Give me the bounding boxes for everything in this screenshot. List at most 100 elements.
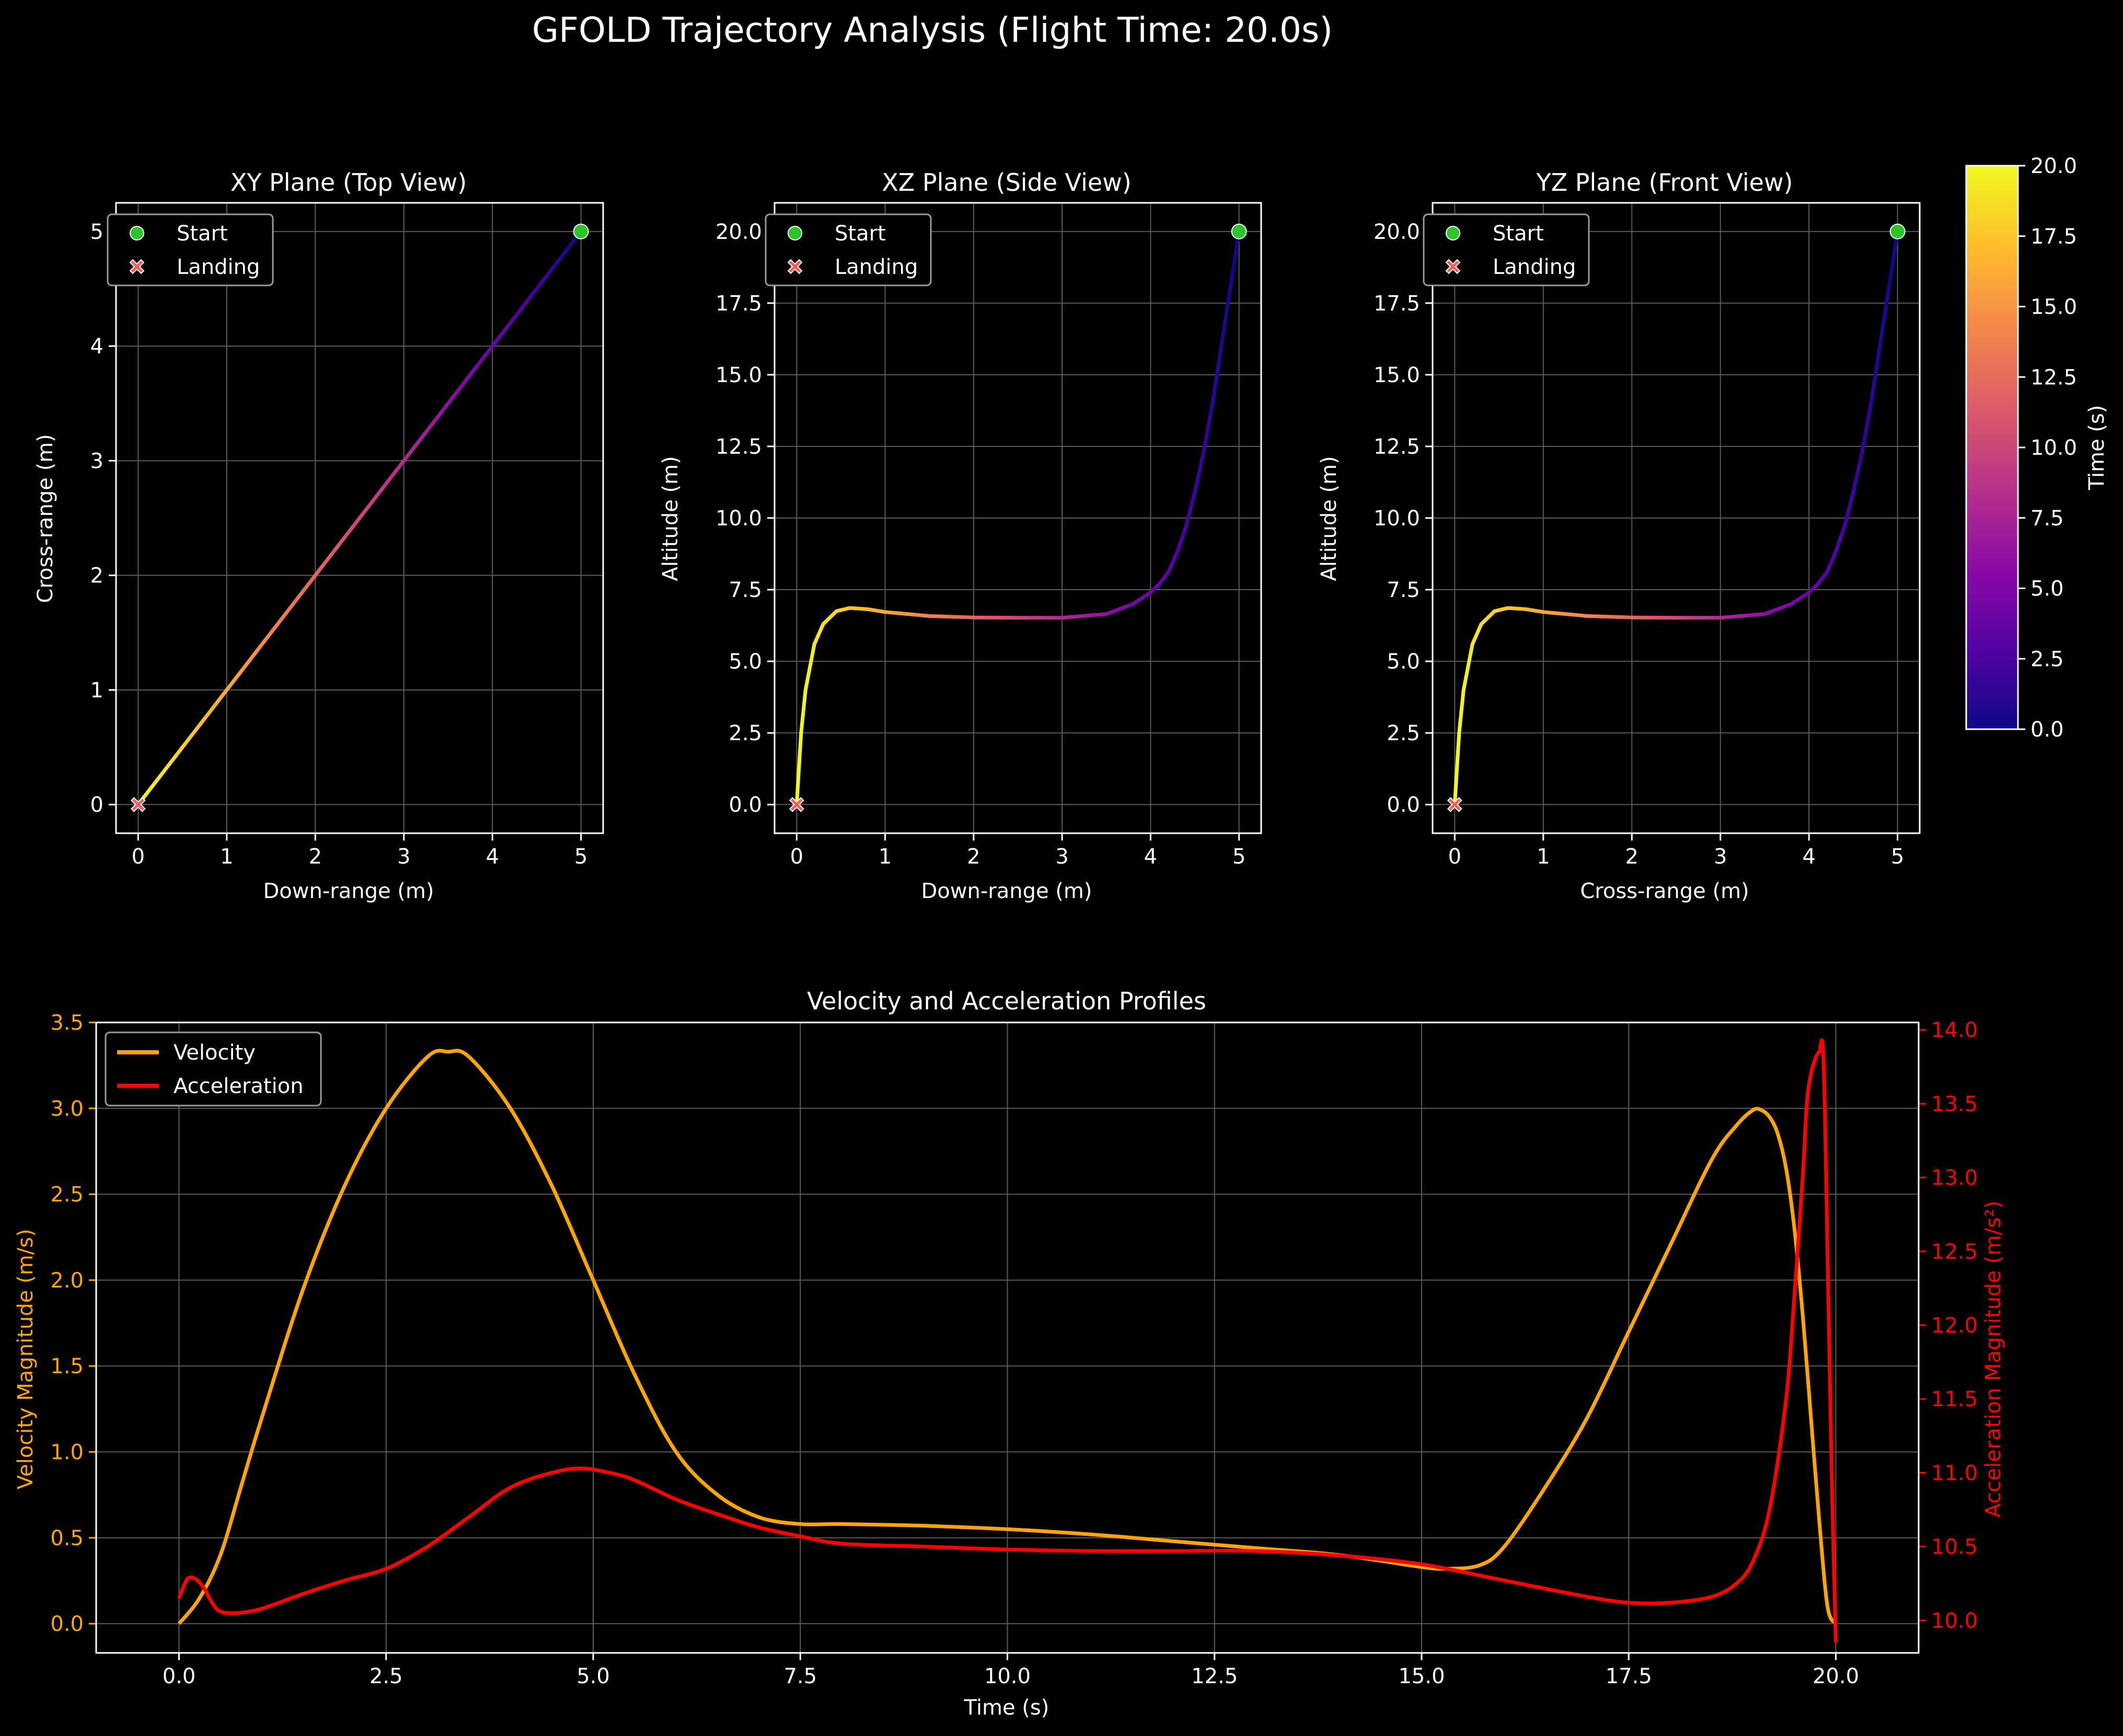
panel-xz-title: XZ Plane (Side View) [882,168,1132,197]
trajectory-segment [254,640,266,654]
y2-tick-label: 11.5 [1931,1387,1978,1411]
x-tick-label: 0.0 [163,1664,196,1688]
trajectory-segment [284,602,295,616]
colorbar-tick-label: 20.0 [2030,154,2077,178]
landing-marker [789,797,804,812]
axes-frame [95,1021,1920,1654]
panel-xy-plot: 0 1 2 3 4 5 0 1 2 3 4 5 [90,202,604,869]
y2-tick-label: 13.5 [1931,1092,1978,1116]
x-tick-label: 4 [1144,845,1157,869]
trajectory-segment [409,440,421,453]
y-tick-label: 17.5 [716,292,762,316]
x-tick-label: 3 [397,845,410,869]
x-tick-label: 0 [790,845,803,869]
colorbar-tick-label: 12.5 [2030,365,2077,389]
trajectory-segment [379,478,391,491]
axes-frame [1432,202,1921,834]
y-tick-label: 2.5 [729,721,762,745]
colorbar-gradient [1965,165,2019,730]
x-tick-label: 20.0 [1813,1664,1859,1688]
y-tick-label: 15.0 [1374,363,1420,387]
panel-xy-title: XY Plane (Top View) [230,168,467,197]
panel-velocity-acceleration: Velocity and Acceleration Profiles 0.0 2.… [14,987,2005,1720]
trajectory-segment [313,564,325,578]
trajectory-segment [210,697,222,711]
legend-start-label: Start [1493,222,1544,246]
x-tick-label: 2.5 [370,1664,403,1688]
trajectory-segment [557,248,568,262]
trajectory-segment [343,525,354,539]
colorbar-label: Time (s) [2085,405,2109,491]
trajectory-segment [225,679,236,692]
y-tick-label: 7.5 [729,578,762,602]
y2-tick-label: 11.0 [1931,1461,1978,1485]
x-tick-label: 7.5 [783,1664,817,1688]
legend-landing-label: Landing [1493,255,1576,279]
bottom-panel-legend: Velocity Acceleration [105,1031,322,1107]
x-tick-label: 3 [1714,845,1727,869]
colorbar: 0.0 2.5 5.0 7.5 10.0 12.5 15.0 17.5 20.0 Time (s… [1965,154,2109,742]
y-tick-label: 2.0 [50,1269,84,1293]
y-tick-label: 0.0 [50,1612,84,1636]
trajectory-segment [395,458,406,473]
start-marker [1231,223,1247,239]
trajectory-segment [424,420,435,434]
y-tick-label: 10.0 [1374,507,1420,531]
panel-xy-legend: Start Landing [107,213,274,286]
panel-xz-plane: XZ Plane (Side View) 0 1 2 3 4 5 0.0 2.5 5.0 7.5 1… [659,168,1262,903]
panel-xz-ylabel: Altitude (m) [659,456,683,581]
y-tick-label: 0.5 [50,1526,84,1550]
trajectory-segment [173,745,184,759]
colorbar-tick-label: 7.5 [2030,507,2064,531]
legend-box [765,213,932,286]
x-tick-label: 4 [486,845,499,869]
y2-tick-label: 10.5 [1931,1535,1978,1559]
trajectory-segment [166,755,177,768]
panel-yz-plot: 0 1 2 3 4 5 0.0 2.5 5.0 7.5 10.0 12.5 15.0 17.5 20.0 [1374,202,1921,869]
x-tick-label: 4 [1802,845,1815,869]
y-tick-label: 7.5 [1387,578,1420,602]
trajectory-segment [291,592,303,606]
panel-xy-plane: XY Plane (Top View) 0 1 2 3 4 5 0 1 2 3 4 5 Down-ra… [33,168,604,903]
trajectory-segment [468,363,480,377]
trajectory-segment [564,239,576,252]
y-tick-label: 12.5 [716,435,762,459]
panel-xy-xlabel: Down-range (m) [263,879,434,903]
trajectory-segment [239,659,251,673]
y-tick-label: 4 [90,335,103,359]
trajectory-segment [505,315,517,329]
axes-frame [115,202,604,834]
trajectory-segment [232,669,244,683]
legend-landing-marker [1445,259,1461,274]
y-tick-label: 0.0 [729,793,762,817]
x-tick-label: 10.0 [984,1664,1031,1688]
bottom-panel-xlabel: Time (s) [964,1696,1049,1720]
trajectory-segment [439,401,450,415]
trajectory-segment [261,630,273,645]
trajectory-segment [151,774,163,788]
trajectory-segment [417,430,428,444]
colorbar-tick-label: 15.0 [2030,295,2077,319]
legend-start-marker [1446,226,1460,240]
y-tick-label: 5.0 [729,650,762,674]
colorbar-ticks: 0.0 2.5 5.0 7.5 10.0 12.5 15.0 17.5 20.0 [2018,154,2077,742]
trajectory-segment [143,784,155,797]
x-tick-label: 17.5 [1606,1664,1652,1688]
panel-xz-xlabel: Down-range (m) [921,879,1092,903]
x-tick-label: 2 [309,845,322,869]
trajectory-segment [461,373,472,386]
trajectory-segment [320,554,332,568]
trajectory-segment [498,325,509,339]
legend-start-label: Start [177,222,228,246]
legend-landing-marker [787,259,803,274]
trajectory-segment [535,277,546,291]
trajectory-segment [365,497,376,511]
x-tick-label: 0 [1448,845,1461,869]
trajectory-segment [476,353,487,367]
velocity-line [177,1049,1838,1625]
trajectory-line [1452,229,1900,807]
x-tick-label: 5.0 [576,1664,610,1688]
acceleration-line [177,1038,1838,1643]
y-tick-label: 2.5 [50,1183,84,1207]
